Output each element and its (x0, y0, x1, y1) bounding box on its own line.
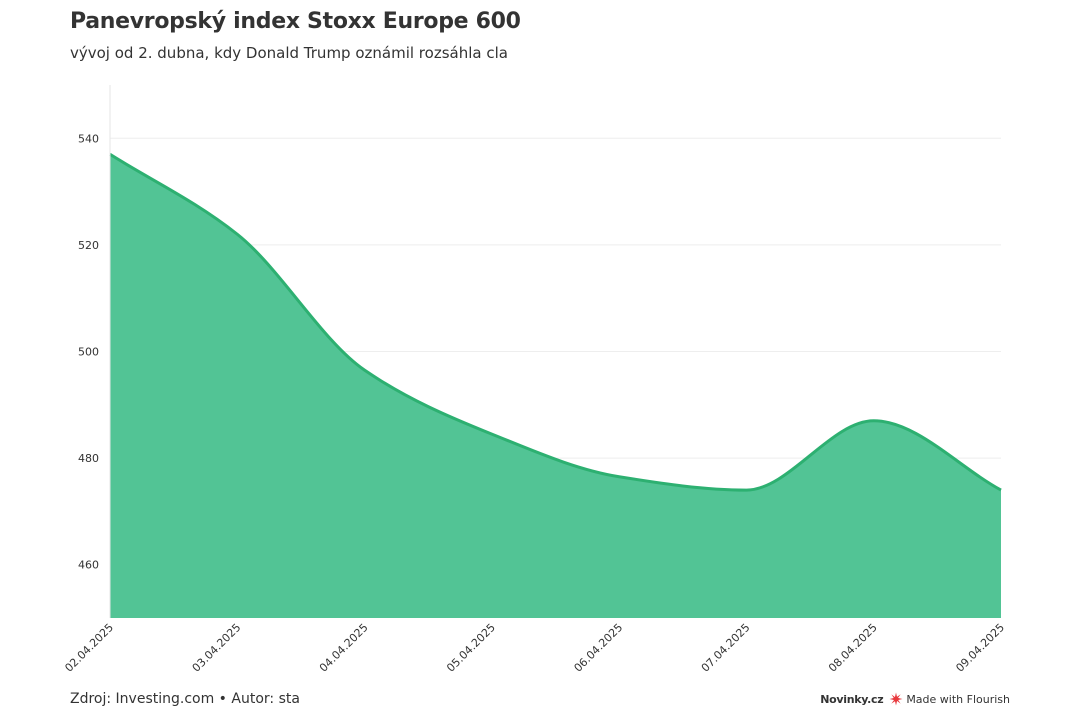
x-tick-label: 02.04.2025 (62, 621, 116, 675)
footer-brand: Novinky.cz Made with Flourish (820, 692, 1010, 706)
x-tick-label: 09.04.2025 (953, 621, 1007, 675)
x-tick-label: 04.04.2025 (317, 621, 371, 675)
source-credit: Zdroj: Investing.com • Autor: sta (70, 691, 300, 707)
y-tick-label: 460 (78, 559, 99, 572)
y-tick-label: 540 (78, 132, 99, 145)
flourish-credit[interactable]: Made with Flourish (889, 692, 1010, 706)
made-with-label: Made with Flourish (906, 692, 1010, 706)
chart-subtitle: vývoj od 2. dubna, kdy Donald Trump ozná… (70, 44, 508, 62)
area-line (109, 153, 1002, 492)
flourish-star-icon (889, 692, 903, 706)
y-tick-label: 520 (78, 239, 99, 252)
x-tick-label: 05.04.2025 (444, 621, 498, 675)
chart-title: Panevropský index Stoxx Europe 600 (70, 9, 521, 34)
area-fill (110, 154, 1001, 619)
x-tick-label: 08.04.2025 (826, 621, 880, 675)
x-tick-label: 06.04.2025 (572, 621, 626, 675)
y-tick-label: 500 (78, 346, 99, 359)
brand-link[interactable]: Novinky.cz (820, 692, 884, 706)
x-tick-label: 07.04.2025 (699, 621, 753, 675)
y-tick-label: 480 (78, 452, 99, 465)
x-tick-label: 03.04.2025 (190, 621, 244, 675)
